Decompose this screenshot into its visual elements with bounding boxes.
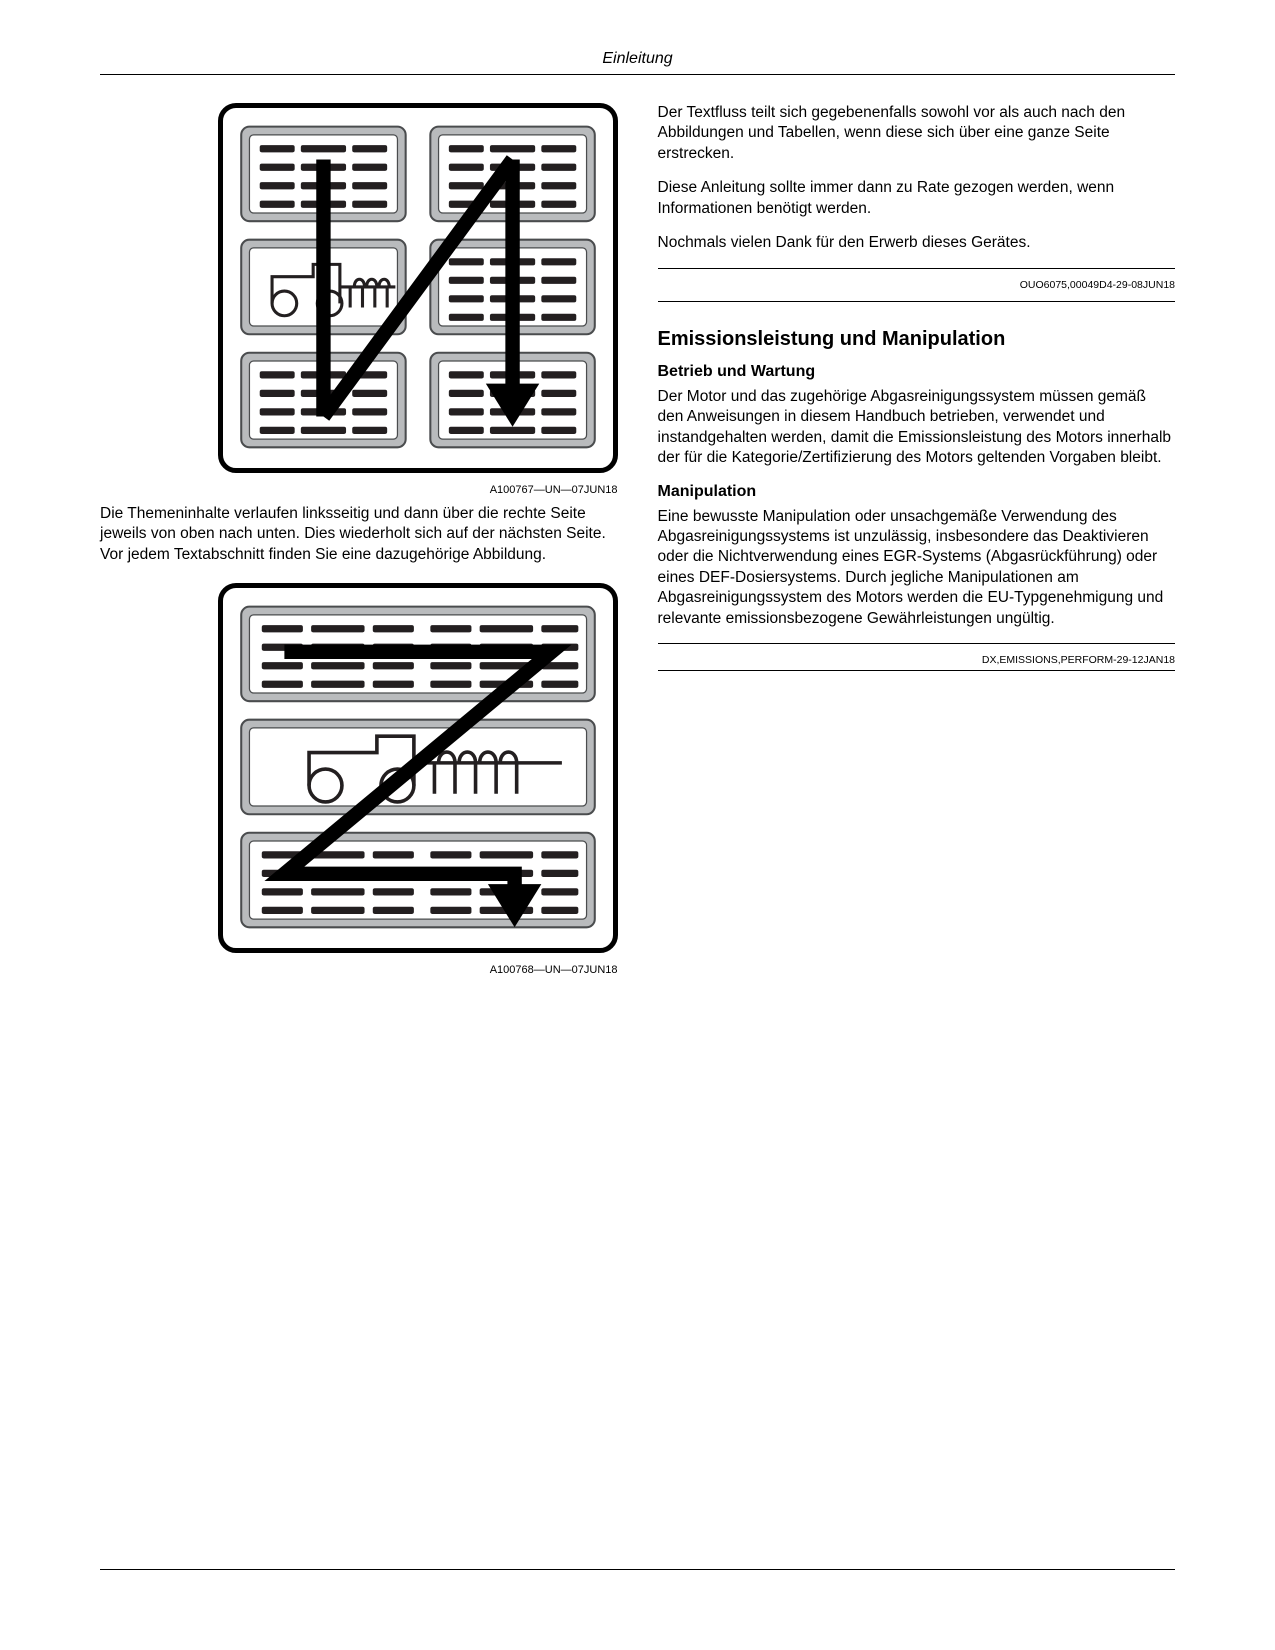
divider <box>658 670 1176 671</box>
reading-flow-diagram-n <box>233 118 603 458</box>
figure-1-caption: A100767—UN—07JUN18 <box>100 484 618 496</box>
figure-2-caption: A100768—UN—07JUN18 <box>100 964 618 976</box>
subsection-2-heading: Manipulation <box>658 483 1176 501</box>
divider <box>658 301 1176 302</box>
figure-2 <box>218 583 618 953</box>
left-column: A100767—UN—07JUN18 Die Themeninhalte ver… <box>100 103 618 984</box>
page-title: Einleitung <box>602 50 672 67</box>
right-paragraph-2: Diese Anleitung sollte immer dann zu Rat… <box>658 178 1176 219</box>
two-column-layout: A100767—UN—07JUN18 Die Themeninhalte ver… <box>100 103 1175 984</box>
section-heading: Emissionsleistung und Manipulation <box>658 328 1176 351</box>
right-paragraph-3: Nochmals vielen Dank für den Erwerb dies… <box>658 233 1176 253</box>
page-header: Einleitung <box>100 50 1175 75</box>
subsection-1-heading: Betrieb und Wartung <box>658 363 1176 381</box>
reading-flow-diagram-z <box>233 598 603 938</box>
subsection-2-body: Eine bewusste Manipulation oder unsachge… <box>658 507 1176 630</box>
left-paragraph-1: Die Themeninhalte verlaufen linksseitig … <box>100 504 618 565</box>
divider <box>658 643 1176 644</box>
reference-code-1: OUO6075,00049D4-29-08JUN18 <box>658 279 1176 291</box>
reference-code-2: DX,EMISSIONS,PERFORM-29-12JAN18 <box>658 654 1176 666</box>
right-paragraph-1: Der Textfluss teilt sich gegebenenfalls … <box>658 103 1176 164</box>
right-column: Der Textfluss teilt sich gegebenenfalls … <box>658 103 1176 984</box>
footer-rule <box>100 1569 1175 1570</box>
figure-1 <box>218 103 618 473</box>
divider <box>658 268 1176 269</box>
subsection-1-body: Der Motor und das zugehörige Abgasreinig… <box>658 387 1176 469</box>
